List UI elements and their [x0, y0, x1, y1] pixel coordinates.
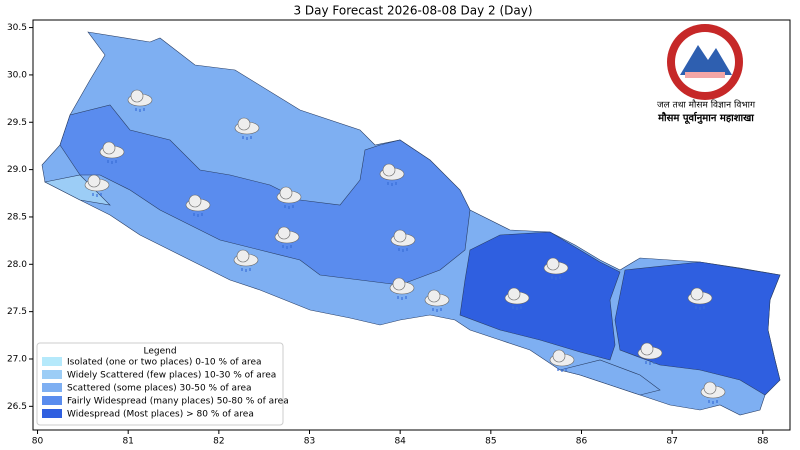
rain-icon [284, 205, 294, 209]
region-widespread [614, 261, 781, 396]
map-title: 3 Day Forecast 2026-08-08 Day 2 (Day) [293, 4, 532, 18]
y-tick-label: 26.5 [7, 402, 27, 412]
rain-icon [397, 296, 407, 300]
rain-icon [193, 213, 203, 217]
y-tick-label: 29.0 [7, 165, 27, 175]
emblem [685, 72, 725, 78]
rain-icon [695, 306, 705, 310]
logo-line: मौसम पूर्वानुमान महाशाखा [657, 111, 754, 125]
x-tick-label: 80 [32, 437, 44, 447]
legend-swatch [42, 396, 62, 405]
rain-icon [432, 308, 442, 312]
cloud-icon [236, 249, 250, 263]
legend-label: Isolated (one or two places) 0-10 % of a… [67, 358, 262, 368]
legend-swatch [42, 383, 62, 392]
cloud-icon [102, 141, 116, 155]
y-tick-label: 27.0 [7, 354, 27, 364]
cloud-icon [87, 174, 101, 188]
legend-label: Widespread (Most places) > 80 % of area [67, 410, 254, 420]
region-scattered [559, 359, 661, 396]
nepal-map [41, 31, 781, 416]
y-tick-label: 28.5 [7, 212, 27, 222]
legend-swatch [42, 357, 62, 366]
cloud-icon [237, 117, 251, 131]
y-tick-label: 30.0 [7, 70, 27, 80]
cloud-icon [427, 289, 441, 303]
legend-box [36, 342, 284, 426]
x-tick-label: 88 [757, 437, 769, 447]
rain-icon [398, 248, 408, 252]
cloud-icon [393, 229, 407, 243]
rain-icon [135, 108, 145, 112]
legend-swatch [42, 409, 62, 418]
x-tick-label: 84 [394, 437, 406, 447]
rain-icon [387, 182, 397, 186]
rain-icon [241, 268, 251, 272]
x-tick-label: 86 [576, 437, 588, 447]
cloud-icon [552, 349, 566, 363]
y-tick-label: 30.5 [7, 23, 27, 33]
cloud-icon [382, 163, 396, 177]
cloud-icon [507, 287, 521, 301]
cloud-icon [188, 194, 202, 208]
legend: Legend Isolated (one or two places) 0-10… [36, 342, 289, 426]
cloud-icon [690, 287, 704, 301]
cloud-icon [392, 277, 406, 291]
y-tick-label: 27.5 [7, 307, 27, 317]
rain-icon [551, 276, 561, 280]
cloud-icon [640, 342, 654, 356]
weather-icons [84, 89, 726, 404]
emblem [680, 45, 732, 75]
rain-icon [512, 306, 522, 310]
x-tick-label: 87 [666, 437, 677, 447]
legend-label: Scattered (some places) 30-50 % of area [67, 384, 252, 394]
rain-icon [708, 400, 718, 404]
legend-swatch [42, 370, 62, 379]
x-tick-label: 82 [213, 437, 224, 447]
axes-frame [32, 19, 791, 431]
legend-label: Fairly Widespread (many places) 50-80 % … [67, 397, 289, 407]
y-tick-label: 29.5 [7, 118, 27, 128]
x-tick-label: 81 [122, 437, 133, 447]
legend-label: Widely Scattered (few places) 10-30 % of… [67, 371, 276, 381]
rain-icon [242, 136, 252, 140]
cloud-icon [130, 89, 144, 103]
rain-icon [92, 193, 102, 197]
logo-line: जल तथा मौसम विज्ञान विभाग [657, 99, 756, 111]
y-tick-label: 28.0 [7, 260, 27, 270]
region-widely-scattered [44, 174, 111, 206]
x-tick-label: 83 [304, 437, 315, 447]
rain-icon [645, 361, 655, 365]
rain-icon [107, 160, 117, 164]
cloud-icon [546, 257, 560, 271]
rain-icon [282, 245, 292, 249]
region-fairly-widespread [59, 104, 471, 286]
region-widespread [459, 231, 621, 361]
x-tick-label: 85 [485, 437, 496, 447]
rain-icon [557, 368, 567, 372]
logo: जल तथा मौसम विज्ञान विभाग मौसम पूर्वानुम… [657, 24, 756, 125]
cloud-icon [703, 381, 717, 395]
cloud-icon [279, 186, 293, 200]
legend-title: Legend [143, 347, 176, 357]
cloud-icon [277, 226, 291, 240]
